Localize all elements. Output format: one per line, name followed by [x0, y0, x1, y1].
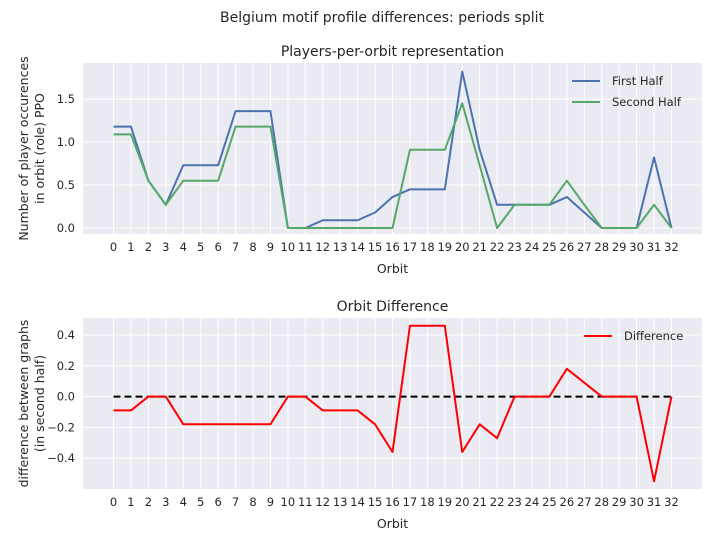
y-axis-label: (in second half) [32, 355, 47, 452]
x-tick-label: 29 [612, 240, 627, 254]
x-tick-label: 16 [385, 495, 400, 509]
x-tick-label: 10 [281, 240, 296, 254]
x-tick-label: 7 [232, 495, 239, 509]
y-tick-label: 0.2 [57, 359, 75, 373]
x-tick-label: 3 [162, 495, 169, 509]
x-tick-label: 17 [403, 240, 418, 254]
x-tick-label: 30 [629, 240, 644, 254]
legend-label: First Half [612, 74, 664, 88]
y-tick-label: 1.0 [57, 135, 75, 149]
x-tick-label: 12 [315, 495, 330, 509]
x-tick-label: 15 [368, 495, 383, 509]
series-line [113, 324, 673, 483]
series-line [113, 70, 673, 229]
x-tick-label: 15 [368, 240, 383, 254]
x-tick-label: 13 [333, 240, 348, 254]
x-tick-label: 21 [472, 240, 487, 254]
x-tick-label: 11 [298, 495, 313, 509]
x-tick-label: 24 [525, 240, 540, 254]
x-tick-label: 14 [350, 240, 365, 254]
legend-label: Difference [624, 329, 683, 343]
x-tick-label: 29 [612, 495, 627, 509]
x-tick-label: 5 [197, 495, 204, 509]
x-tick-label: 17 [403, 495, 418, 509]
x-tick-label: 8 [249, 495, 256, 509]
x-tick-label: 1 [127, 240, 134, 254]
x-tick-label: 5 [197, 240, 204, 254]
x-tick-label: 28 [594, 495, 609, 509]
ppo-chart: 0 1 2 3 4 5 6 7 8 9 10 11 12 13 14 15 16 17 18 19 20 21 22 23 24… [16, 44, 702, 276]
y-tick-label: −0.4 [47, 451, 75, 465]
x-tick-label: 28 [594, 240, 609, 254]
x-tick-label: 20 [455, 240, 470, 254]
y-tick-label: 0.0 [57, 390, 75, 404]
x-tick-label: 31 [647, 495, 662, 509]
x-tick-label: 1 [127, 495, 134, 509]
x-tick-label: 11 [298, 240, 313, 254]
x-tick-label: 13 [333, 495, 348, 509]
x-tick-label: 6 [214, 495, 221, 509]
x-tick-label: 27 [577, 240, 592, 254]
x-tick-label: 19 [437, 495, 452, 509]
x-tick-label: 30 [629, 495, 644, 509]
y-tick-label: −0.2 [47, 420, 75, 434]
x-tick-label: 26 [560, 495, 575, 509]
x-tick-label: 0 [110, 240, 117, 254]
x-tick-label: 25 [542, 240, 557, 254]
x-tick-label: 9 [267, 495, 274, 509]
x-tick-label: 3 [162, 240, 169, 254]
chart-title: Orbit Difference [337, 299, 449, 315]
x-axis-label: Orbit [377, 516, 408, 531]
x-tick-label: 8 [249, 240, 256, 254]
y-axis-label: in orbit (role) PPO [32, 93, 47, 204]
x-tick-label: 4 [180, 495, 187, 509]
x-tick-label: 10 [281, 495, 296, 509]
x-tick-label: 23 [507, 495, 522, 509]
x-tick-label: 12 [315, 240, 330, 254]
x-tick-label: 19 [437, 240, 452, 254]
x-tick-label: 20 [455, 495, 470, 509]
x-tick-label: 16 [385, 240, 400, 254]
x-tick-label: 22 [490, 240, 505, 254]
y-axis-label: Number of player occurences [16, 56, 31, 240]
y-tick-label: 0.0 [57, 221, 75, 235]
chart-title: Players-per-orbit representation [281, 44, 504, 60]
x-tick-label: 21 [472, 495, 487, 509]
figure-suptitle: Belgium motif profile differences: perio… [220, 10, 545, 26]
x-tick-label: 14 [350, 495, 365, 509]
x-tick-label: 2 [145, 240, 152, 254]
x-tick-label: 26 [560, 240, 575, 254]
x-tick-label: 32 [664, 495, 679, 509]
x-tick-label: 18 [420, 240, 435, 254]
difference-chart: 0 1 2 3 4 5 6 7 8 9 10 11 12 13 14 15 16 17 18 19 20 21 22 23 24… [16, 299, 702, 531]
x-tick-label: 22 [490, 495, 505, 509]
y-tick-label: 1.5 [57, 92, 75, 106]
x-tick-label: 6 [214, 240, 221, 254]
y-axis-label: difference between graphs [16, 320, 31, 488]
x-tick-label: 32 [664, 240, 679, 254]
x-tick-label: 25 [542, 495, 557, 509]
x-tick-label: 0 [110, 495, 117, 509]
x-tick-label: 9 [267, 240, 274, 254]
x-tick-label: 7 [232, 240, 239, 254]
legend-label: Second Half [612, 95, 682, 109]
y-tick-label: 0.4 [57, 328, 75, 342]
x-tick-label: 27 [577, 495, 592, 509]
x-tick-label: 31 [647, 240, 662, 254]
x-tick-label: 23 [507, 240, 522, 254]
x-tick-label: 2 [145, 495, 152, 509]
x-axis-label: Orbit [377, 261, 408, 276]
y-tick-label: 0.5 [57, 178, 75, 192]
x-tick-label: 24 [525, 495, 540, 509]
x-tick-label: 4 [180, 240, 187, 254]
x-tick-label: 18 [420, 495, 435, 509]
series-line [113, 102, 673, 229]
